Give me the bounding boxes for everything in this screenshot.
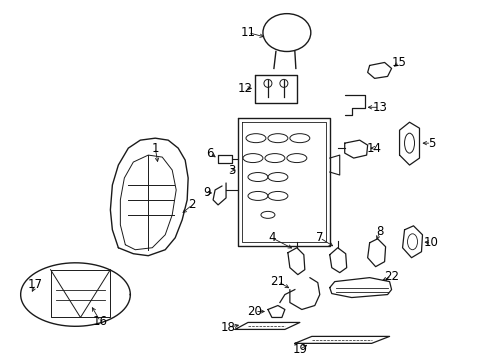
Text: 21: 21 — [270, 275, 285, 288]
Text: 18: 18 — [220, 321, 235, 334]
Text: 9: 9 — [203, 186, 210, 199]
Text: 3: 3 — [228, 163, 235, 176]
Text: 12: 12 — [237, 82, 252, 95]
Text: 15: 15 — [391, 56, 406, 69]
Text: 19: 19 — [292, 343, 307, 356]
Text: 6: 6 — [206, 147, 213, 159]
Text: 8: 8 — [375, 225, 383, 238]
Text: 10: 10 — [423, 236, 438, 249]
Text: 2: 2 — [188, 198, 196, 211]
Text: 1: 1 — [151, 141, 159, 155]
Text: 13: 13 — [371, 101, 386, 114]
Text: 17: 17 — [28, 278, 43, 291]
Text: 22: 22 — [383, 270, 398, 283]
Text: 16: 16 — [93, 315, 108, 328]
Text: 5: 5 — [427, 137, 434, 150]
Text: 14: 14 — [366, 141, 381, 155]
Text: 4: 4 — [267, 231, 275, 244]
Text: 7: 7 — [315, 231, 323, 244]
Text: 20: 20 — [247, 305, 262, 318]
Text: 11: 11 — [240, 26, 255, 39]
